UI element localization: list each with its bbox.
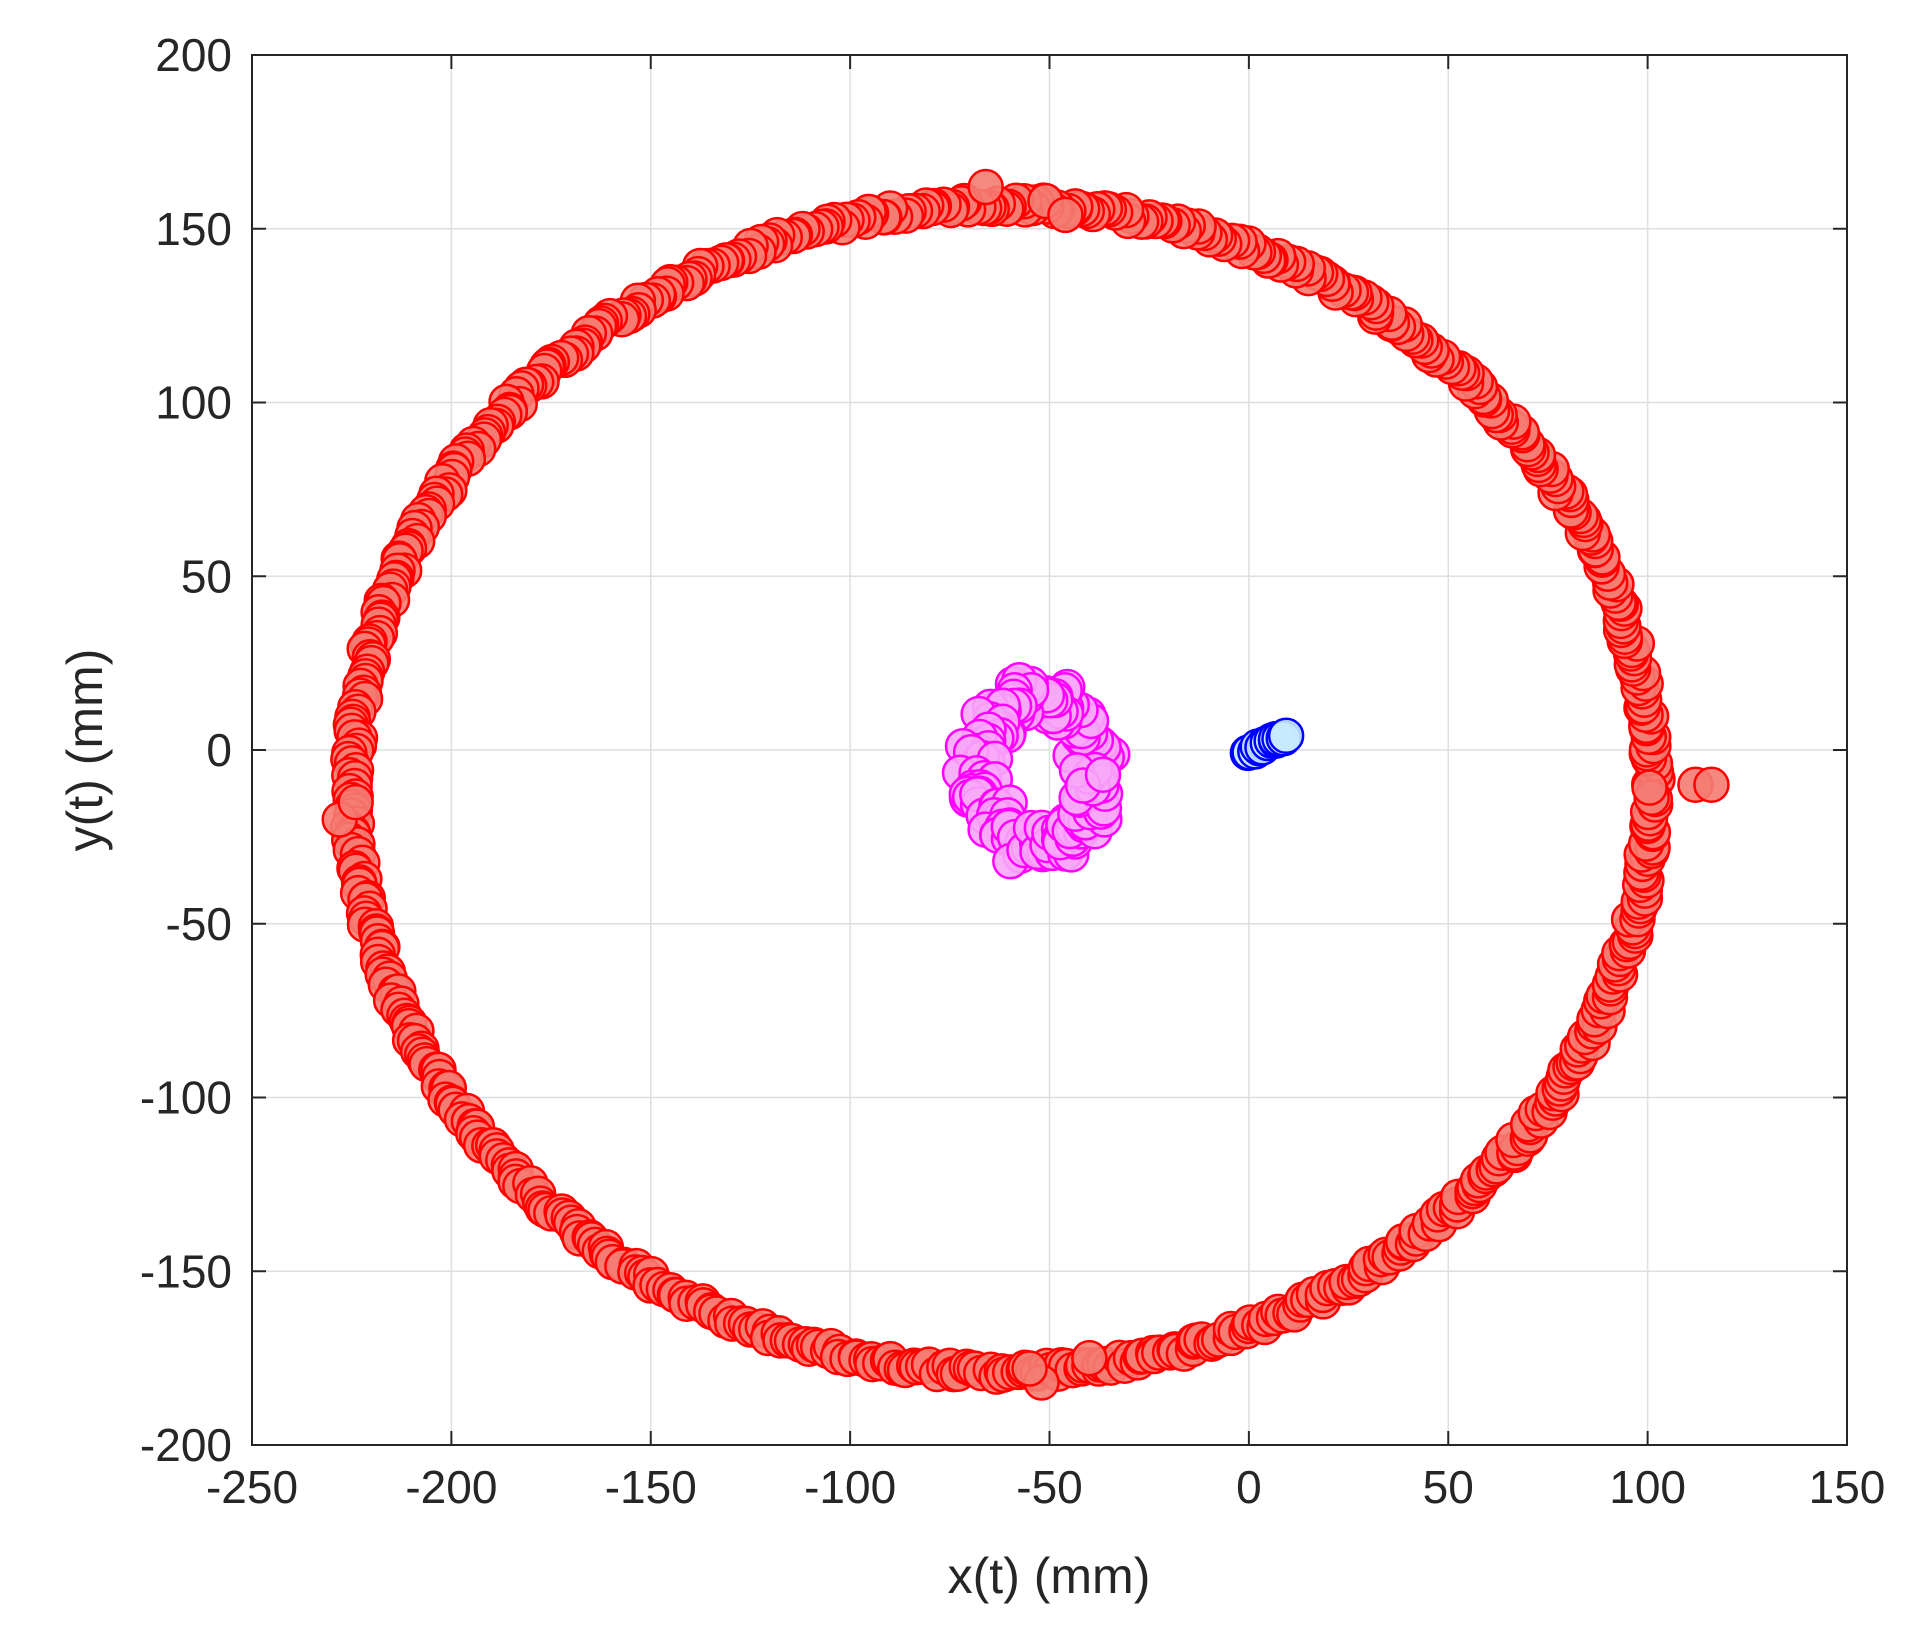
y-tick-label: 200 [155, 29, 232, 81]
y-tick-label: 150 [155, 203, 232, 255]
blue-cluster-point [1267, 717, 1305, 754]
y-tick-label: -200 [140, 1419, 232, 1471]
red-ring-point [1631, 769, 1668, 806]
x-tick-label: 0 [1236, 1461, 1262, 1513]
x-tick-label: 50 [1423, 1461, 1474, 1513]
y-tick-label: -50 [166, 898, 232, 950]
y-tick-label: 100 [155, 377, 232, 429]
y-tick-label: 0 [206, 724, 232, 776]
red-ring-point [1071, 1339, 1108, 1377]
red-ring-point [1693, 766, 1730, 803]
y-axis-ticks: -200 -150 -100 -50 0 50 100 150 200 [140, 29, 1847, 1471]
x-tick-label: 150 [1809, 1461, 1886, 1513]
x-tick-label: -250 [206, 1461, 298, 1513]
y-tick-label: -150 [140, 1245, 232, 1297]
red-ring-point [337, 783, 374, 821]
x-tick-label: 100 [1609, 1461, 1686, 1513]
x-axis-label: x(t) (mm) [948, 1548, 1151, 1604]
x-tick-label: -50 [1016, 1461, 1082, 1513]
x-tick-label: -200 [405, 1461, 497, 1513]
y-tick-label: 50 [181, 550, 232, 602]
magenta-loop-point [1084, 756, 1122, 794]
red-ring-point [1011, 1350, 1048, 1387]
red-ring-point [1047, 196, 1084, 234]
red-ring-point [967, 168, 1004, 206]
x-axis-ticks: -250 -200 -150 -100 -50 0 50 100 150 [206, 55, 1885, 1513]
x-tick-label: -150 [605, 1461, 697, 1513]
y-tick-label: -100 [140, 1072, 232, 1124]
scatter-points [321, 168, 1730, 1401]
x-tick-label: -100 [804, 1461, 896, 1513]
y-axis-label: y(t) (mm) [57, 649, 113, 852]
